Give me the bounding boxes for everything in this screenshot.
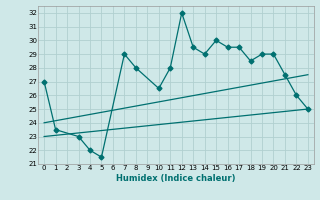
X-axis label: Humidex (Indice chaleur): Humidex (Indice chaleur)	[116, 174, 236, 183]
